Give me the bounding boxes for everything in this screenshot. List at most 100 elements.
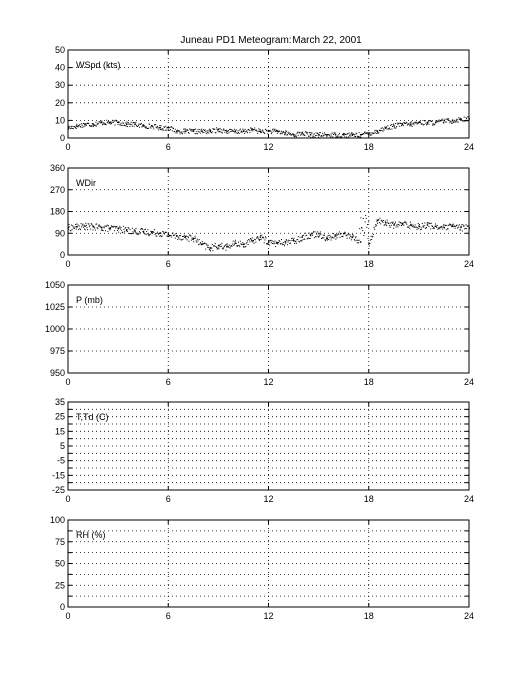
data-point (192, 129, 194, 131)
x-tick-label: 18 (364, 494, 374, 504)
data-point (196, 130, 198, 132)
data-point (287, 241, 289, 243)
data-point (210, 129, 212, 131)
data-point (242, 130, 245, 132)
data-point (343, 133, 345, 136)
data-point (83, 125, 85, 127)
data-point (274, 240, 276, 242)
data-point (416, 228, 418, 230)
data-point (263, 242, 265, 244)
data-point (213, 245, 215, 247)
y-tick-label: -25 (52, 485, 65, 495)
data-point (289, 134, 291, 136)
data-point (117, 124, 119, 126)
data-point (133, 232, 135, 234)
data-point (424, 222, 426, 224)
data-point (215, 246, 217, 248)
data-point (304, 232, 306, 234)
data-point (211, 131, 213, 133)
data-point (201, 130, 203, 132)
data-point (92, 225, 95, 228)
data-point (429, 119, 431, 121)
data-point (350, 135, 352, 137)
data-point (406, 223, 408, 225)
data-point (312, 232, 314, 234)
data-point (131, 233, 133, 235)
data-point (335, 234, 337, 236)
data-point (262, 236, 264, 238)
data-point (290, 134, 292, 136)
data-point (144, 228, 146, 230)
data-point (264, 239, 266, 241)
data-point (330, 133, 332, 135)
data-point (326, 237, 328, 240)
data-point (188, 240, 190, 242)
data-point (457, 119, 459, 121)
data-point (402, 224, 404, 226)
data-point (331, 135, 333, 137)
data-point (317, 235, 319, 237)
data-point (443, 119, 445, 122)
data-point (409, 221, 411, 223)
data-point (362, 133, 364, 135)
data-point (359, 211, 361, 213)
y-tick-label: 360 (50, 163, 65, 173)
data-point (366, 224, 368, 226)
y-tick-label: 40 (55, 63, 65, 73)
data-point (205, 133, 207, 135)
data-point (72, 128, 74, 130)
data-point (442, 118, 444, 120)
data-point (230, 129, 232, 131)
data-point (414, 226, 416, 228)
data-point (82, 226, 84, 228)
data-point (272, 129, 274, 131)
data-point (121, 232, 123, 234)
data-point (125, 125, 127, 127)
data-point (299, 132, 301, 134)
data-point (153, 231, 155, 233)
data-point (77, 126, 79, 128)
data-point (375, 225, 377, 227)
data-point (460, 226, 462, 229)
data-point (68, 223, 70, 225)
data-point (458, 117, 460, 119)
data-point (445, 121, 447, 123)
data-point (183, 236, 185, 238)
data-point (91, 126, 93, 128)
data-point (311, 132, 313, 134)
data-point (335, 136, 337, 138)
data-point (125, 230, 127, 232)
data-point (466, 120, 468, 122)
data-point (254, 238, 256, 240)
data-point (310, 132, 312, 134)
x-tick-label: 24 (464, 494, 474, 504)
data-point (412, 225, 414, 227)
data-point (69, 128, 71, 130)
data-point (468, 227, 470, 229)
data-point (450, 121, 452, 123)
data-point (104, 123, 106, 125)
data-point (267, 242, 269, 244)
data-point (161, 236, 163, 238)
data-point (400, 225, 402, 227)
panel-label: WSpd (kts) (76, 60, 121, 70)
data-point (180, 131, 182, 133)
data-point (293, 240, 295, 242)
data-point (415, 226, 417, 228)
data-point (103, 227, 105, 229)
data-point (253, 128, 255, 130)
data-point (102, 124, 104, 126)
data-point (184, 128, 186, 130)
data-point (439, 227, 441, 229)
data-point (425, 122, 427, 124)
data-point (171, 233, 173, 235)
data-point (412, 122, 414, 124)
data-point (443, 122, 445, 124)
data-point (457, 227, 459, 229)
data-point (383, 129, 385, 131)
data-point (453, 121, 455, 123)
data-point (113, 120, 115, 122)
data-point (112, 121, 114, 123)
data-point (341, 136, 343, 138)
data-point (197, 128, 199, 130)
